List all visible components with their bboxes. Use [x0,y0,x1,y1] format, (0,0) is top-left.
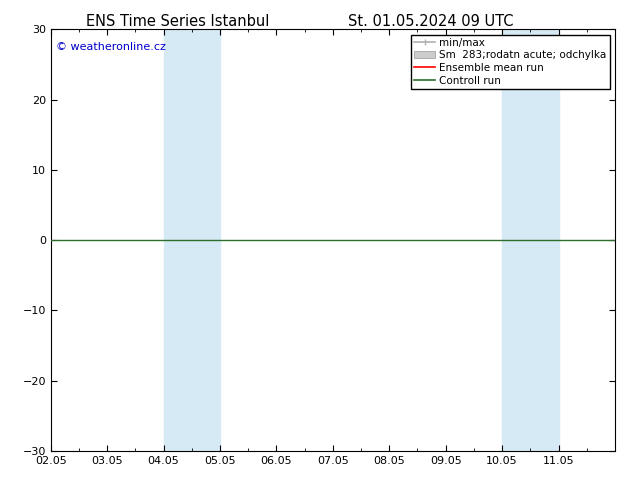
Text: © weatheronline.cz: © weatheronline.cz [56,42,166,52]
Bar [502,29,559,451]
Text: St. 01.05.2024 09 UTC: St. 01.05.2024 09 UTC [348,14,514,29]
Text: ENS Time Series Istanbul: ENS Time Series Istanbul [86,14,269,29]
Bar [164,29,220,451]
Legend: min/max, Sm  283;rodatn acute; odchylka, Ensemble mean run, Controll run: min/max, Sm 283;rodatn acute; odchylka, … [411,35,610,89]
